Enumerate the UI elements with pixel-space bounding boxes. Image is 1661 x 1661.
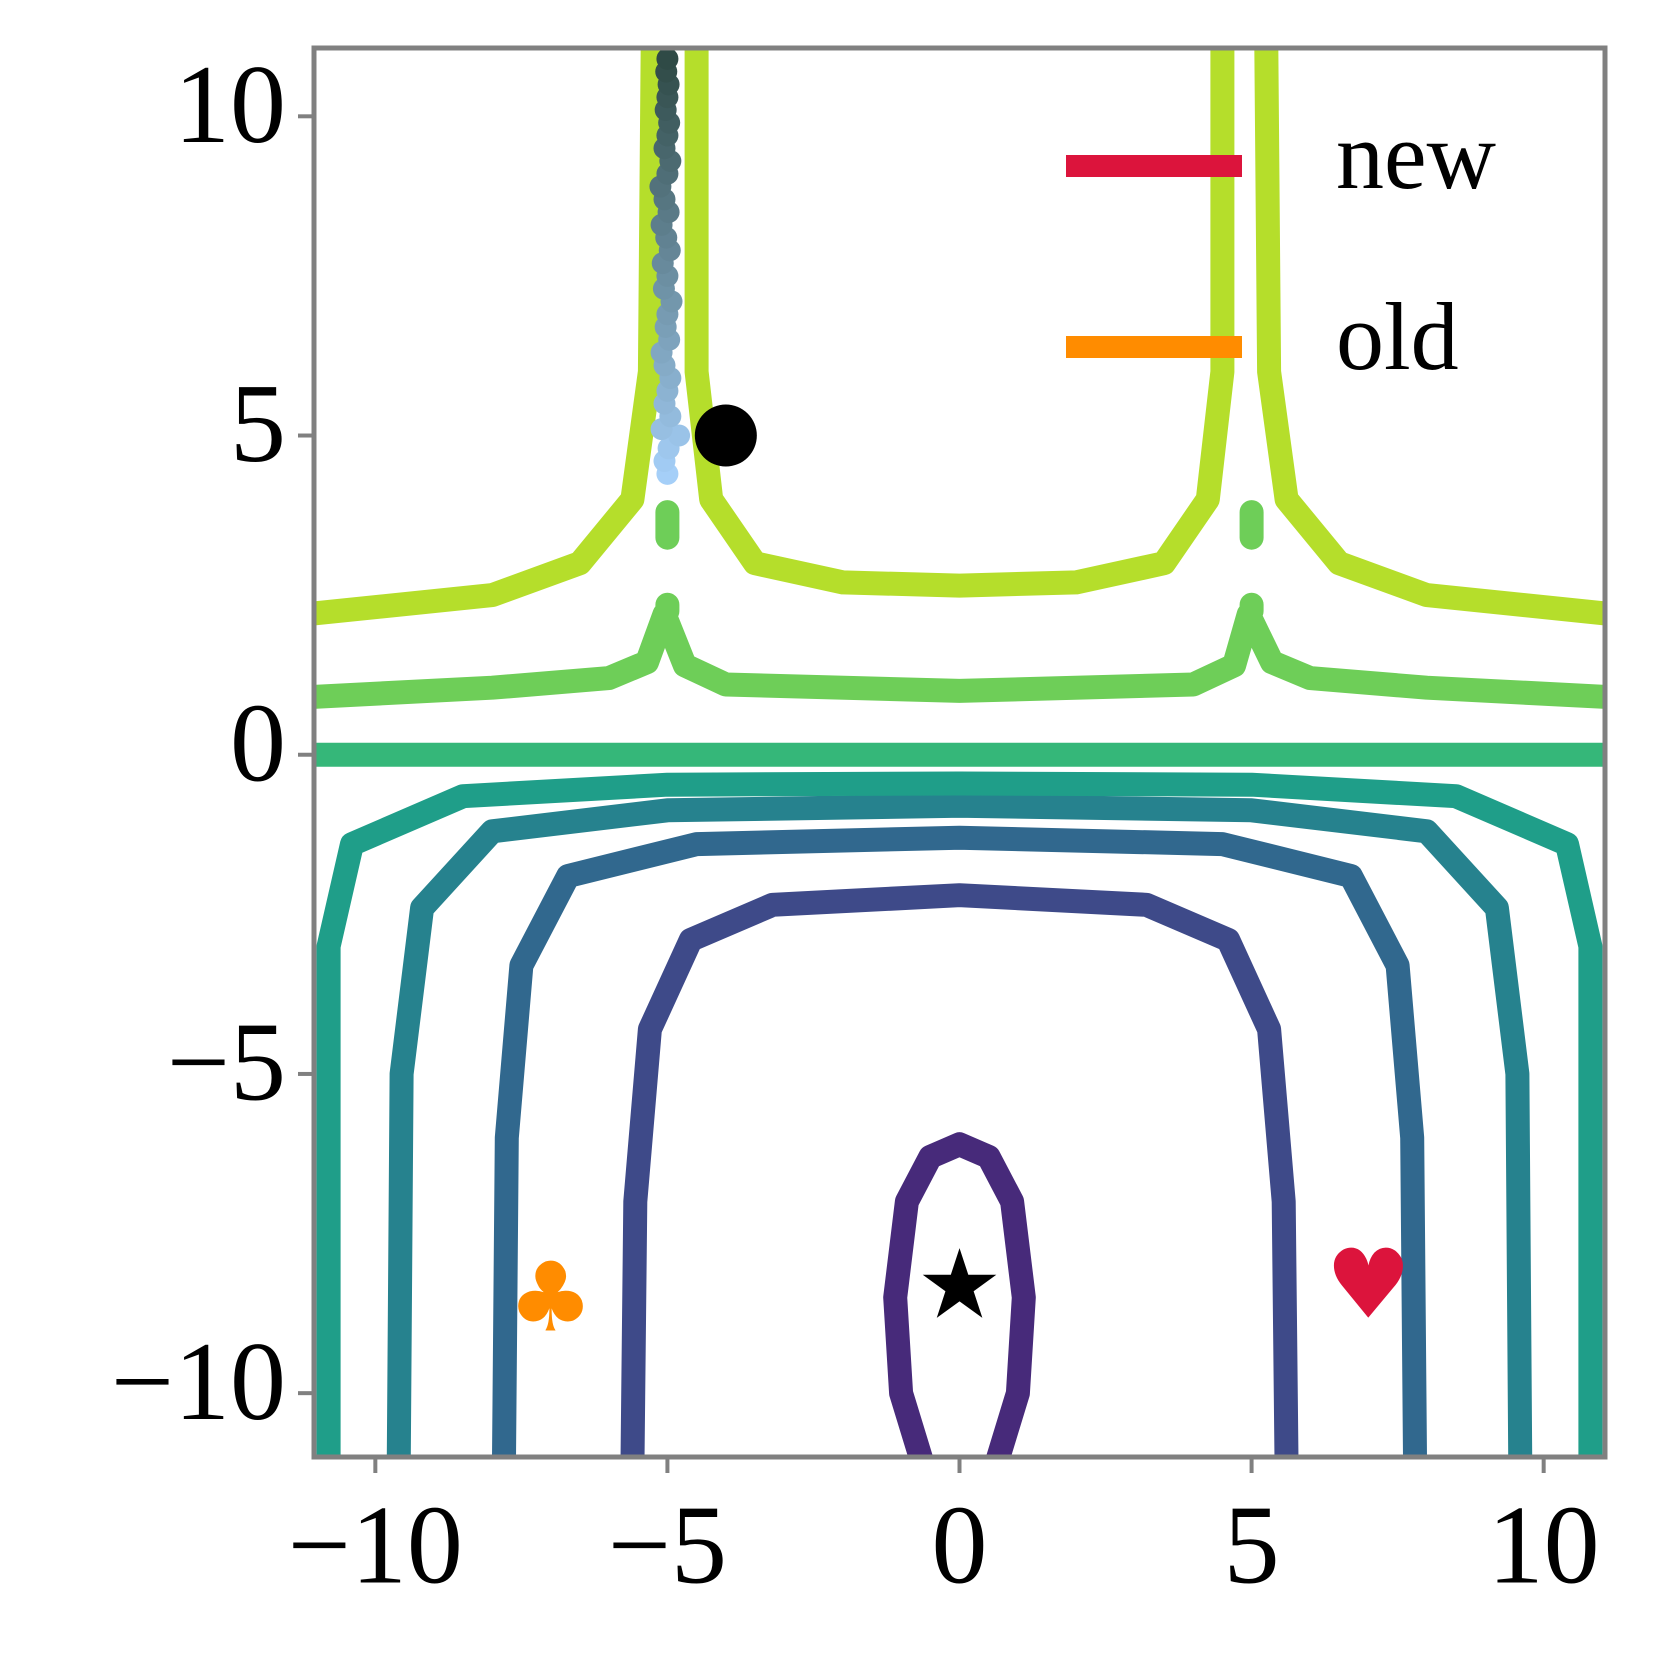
x-tick-label: 10 xyxy=(1488,1484,1600,1608)
contour-line xyxy=(620,883,1299,1457)
y-tick-label: 0 xyxy=(230,681,286,805)
plot-area: ★ ♣ ♥ xyxy=(314,48,1605,1457)
y-tick-label: −5 xyxy=(167,1001,286,1125)
trajectory-point xyxy=(668,424,691,447)
trajectory-point xyxy=(656,48,679,70)
marker-heart: ♥ xyxy=(1325,1229,1411,1341)
marker-circle xyxy=(694,404,757,467)
x-tick-label: 0 xyxy=(932,1484,988,1608)
contour-line xyxy=(492,825,1427,1457)
y-tick-label: −10 xyxy=(111,1320,286,1444)
marker-club: ♣ xyxy=(508,1241,594,1353)
y-tick-label: 5 xyxy=(230,362,286,486)
contour-line xyxy=(883,1132,1036,1457)
x-tick-label: −10 xyxy=(288,1484,463,1608)
contour-line xyxy=(316,771,1603,1457)
contour-line xyxy=(314,500,1605,709)
legend-label: new xyxy=(1336,102,1496,209)
contour-line xyxy=(386,793,1533,1457)
x-tick-label: 5 xyxy=(1224,1484,1280,1608)
y-tick-label: 10 xyxy=(174,43,286,167)
legend-label: old xyxy=(1336,283,1459,390)
marker-star: ★ xyxy=(916,1229,1002,1341)
x-tick-label: −5 xyxy=(608,1484,727,1608)
